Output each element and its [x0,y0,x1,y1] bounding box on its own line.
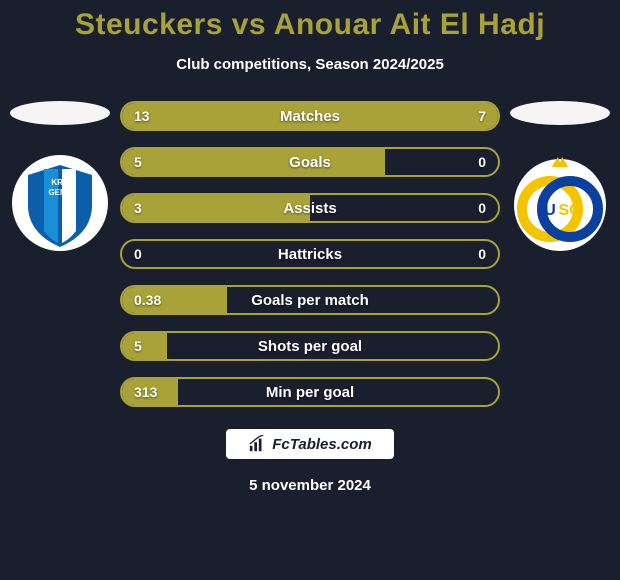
date-label: 5 november 2024 [249,477,371,494]
stat-bar: 137Matches [120,101,500,131]
stat-bar: 5Shots per goal [120,331,500,361]
stat-bar: 313Min per goal [120,377,500,407]
player-right-oval [510,101,610,125]
stat-bar: 00Hattricks [120,239,500,269]
team-right-crest: U SG [510,153,610,253]
svg-text:KRC: KRC [51,178,69,187]
team-left-crest: KRC GENK [10,153,110,253]
site-logo[interactable]: FcTables.com [226,429,393,459]
stat-bar: 30Assists [120,193,500,223]
svg-text:U: U [544,202,556,219]
comparison-panel: KRC GENK 137Matches 50Goals 30Assists 00Hat… [0,101,620,407]
stat-label: Shots per goal [122,333,498,359]
page-title: Steuckers vs Anouar Ait El Hadj [75,8,545,42]
chart-icon [248,435,266,453]
left-side: KRC GENK [0,101,120,253]
stat-label: Hattricks [122,241,498,267]
stat-label: Matches [122,103,498,129]
subtitle: Club competitions, Season 2024/2025 [176,56,444,73]
player-left-oval [10,101,110,125]
svg-text:GENK: GENK [48,188,71,197]
stat-label: Goals [122,149,498,175]
right-side: U SG [500,101,620,253]
stat-label: Min per goal [122,379,498,405]
stat-label: Assists [122,195,498,221]
site-name: FcTables.com [272,436,371,453]
svg-text:SG: SG [558,202,581,219]
stat-bar: 0.38Goals per match [120,285,500,315]
stat-bar: 50Goals [120,147,500,177]
stat-label: Goals per match [122,287,498,313]
stat-bars: 137Matches 50Goals 30Assists 00Hattricks 0.3… [120,101,500,407]
